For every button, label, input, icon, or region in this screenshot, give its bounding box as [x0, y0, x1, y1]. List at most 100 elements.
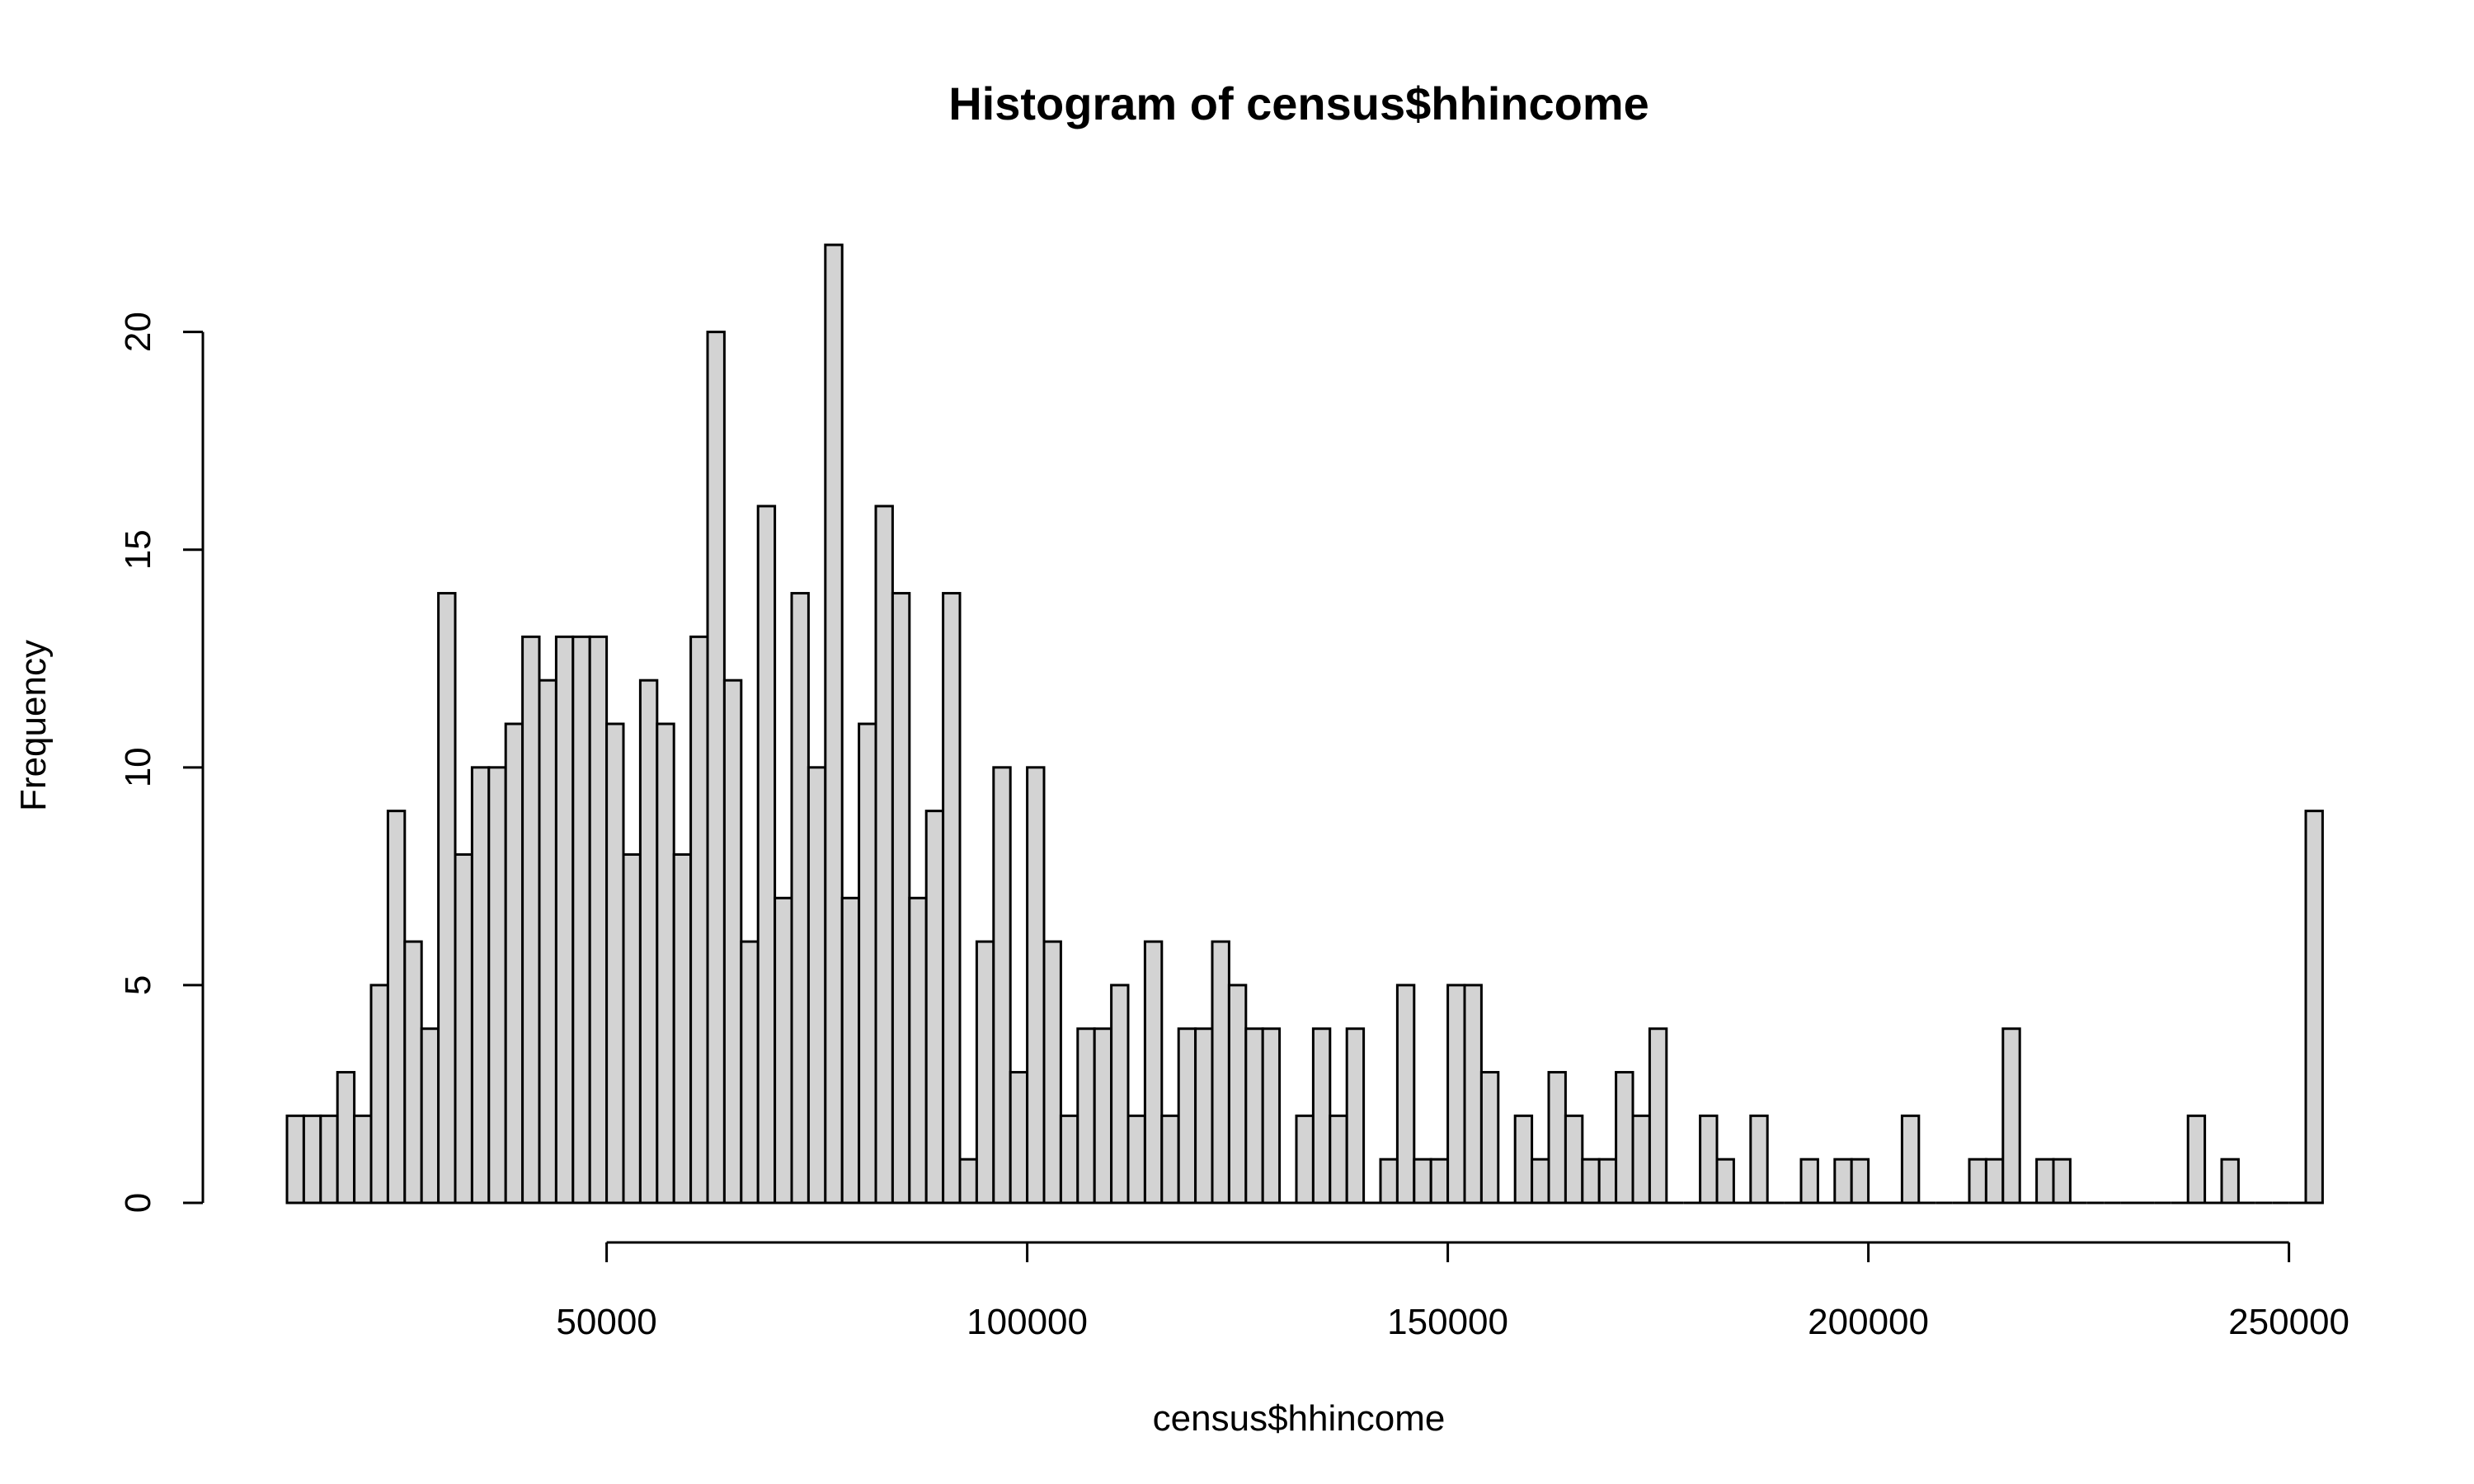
- histogram-bar: [1699, 1114, 1719, 1205]
- histogram-bar: [774, 896, 793, 1205]
- histogram-bar: [1833, 1158, 1853, 1205]
- histogram-bar: [1547, 1071, 1567, 1205]
- histogram-bar: [975, 940, 995, 1205]
- histogram-bar: [1126, 1114, 1146, 1205]
- histogram-bar: [454, 852, 473, 1205]
- histogram-bar: [571, 635, 591, 1205]
- histogram-bar: [470, 766, 491, 1205]
- histogram-bar: [1799, 1158, 1819, 1205]
- histogram-bar: [538, 679, 557, 1205]
- histogram-bar: [1900, 1114, 1921, 1205]
- histogram-bar: [1227, 984, 1248, 1205]
- histogram-bar: [1531, 1158, 1550, 1205]
- histogram-bar: [1850, 1158, 1870, 1205]
- histogram-bar: [2220, 1158, 2240, 1205]
- histogram-bar: [824, 243, 844, 1205]
- histogram-bar: [403, 940, 423, 1205]
- histogram-bar: [689, 635, 709, 1205]
- histogram-bar: [672, 852, 693, 1205]
- histogram-bar: [1715, 1158, 1735, 1205]
- histogram-bar: [1110, 984, 1130, 1205]
- histogram-bar: [942, 592, 962, 1205]
- histogram-bar: [924, 810, 945, 1205]
- x-axis: 50000 100000 150000 200000 250000: [556, 1241, 2349, 1342]
- histogram-bar: [1009, 1071, 1029, 1205]
- histogram-bar: [1968, 1158, 1987, 1205]
- histogram-bar: [1042, 940, 1062, 1205]
- histogram-bar: [1463, 984, 1483, 1205]
- histogram-bar: [722, 679, 743, 1205]
- histogram-bar: [1395, 984, 1416, 1205]
- histogram-bar: [1479, 1071, 1500, 1205]
- histogram-bar: [605, 722, 625, 1205]
- histogram-bar: [1059, 1114, 1079, 1205]
- histogram-bar: [353, 1114, 373, 1205]
- histogram-bar: [285, 1114, 305, 1205]
- histogram-bar: [1295, 1114, 1315, 1205]
- histogram-bar: [1311, 1027, 1332, 1205]
- histogram-bar: [1631, 1114, 1651, 1205]
- histogram-bar: [1984, 1158, 2005, 1205]
- histogram-bar: [1076, 1027, 1096, 1205]
- histogram-bar: [908, 896, 928, 1205]
- histogram-bar: [2186, 1114, 2207, 1205]
- histogram-bar: [386, 810, 407, 1205]
- histogram-bar: [1177, 1027, 1197, 1205]
- x-tick-label: 150000: [1387, 1302, 1508, 1342]
- histogram-bar: [2304, 810, 2324, 1205]
- histogram-bar: [1446, 984, 1466, 1205]
- histogram-bar: [858, 722, 877, 1205]
- x-tick-label: 100000: [967, 1302, 1088, 1342]
- histogram-bar: [891, 592, 911, 1205]
- histogram-bar: [437, 592, 457, 1205]
- histogram-bar: [1244, 1027, 1264, 1205]
- histogram-bar: [807, 766, 827, 1205]
- bars-group: [285, 243, 2324, 1205]
- histogram-bar: [756, 505, 777, 1205]
- histogram-bar: [840, 896, 861, 1205]
- histogram-bar: [638, 679, 659, 1205]
- histogram-bar: [521, 635, 541, 1205]
- histogram-bar: [740, 940, 760, 1205]
- histogram-bar: [992, 766, 1012, 1205]
- y-axis: 0 5 10 15 20: [118, 312, 205, 1213]
- chart-title: Histogram of census$hhincome: [948, 77, 1649, 129]
- histogram-bar: [1211, 940, 1230, 1205]
- histogram-bar: [1513, 1114, 1534, 1205]
- histogram-bar: [1329, 1114, 1348, 1205]
- histogram-bar: [1749, 1114, 1769, 1205]
- histogram-bar: [554, 635, 575, 1205]
- y-tick-label: 10: [118, 747, 158, 787]
- x-tick-label: 250000: [2228, 1302, 2349, 1342]
- histogram-bar: [706, 331, 726, 1205]
- histogram-bar: [622, 852, 642, 1205]
- histogram-bar: [1648, 1027, 1668, 1205]
- histogram-bar: [1413, 1158, 1432, 1205]
- histogram-bar: [1143, 940, 1164, 1205]
- histogram-bar: [1429, 1158, 1450, 1205]
- x-tick-label: 50000: [556, 1302, 656, 1342]
- histogram-bar: [1093, 1027, 1113, 1205]
- histogram-bar: [504, 722, 524, 1205]
- x-tick-label: 200000: [1808, 1302, 1929, 1342]
- histogram-bar: [874, 505, 894, 1205]
- y-axis-label: Frequency: [13, 640, 54, 811]
- histogram-bar: [1379, 1158, 1399, 1205]
- histogram-bar: [656, 722, 675, 1205]
- y-tick-label: 15: [118, 529, 158, 570]
- histogram-bar: [790, 592, 810, 1205]
- histogram-bar: [1026, 766, 1046, 1205]
- histogram-bar: [1581, 1158, 1601, 1205]
- histogram-bar: [369, 984, 389, 1205]
- histogram-bar: [588, 635, 609, 1205]
- histogram-bar: [487, 766, 507, 1205]
- histogram-bar: [2001, 1027, 2021, 1205]
- histogram-bar: [2052, 1158, 2072, 1205]
- histogram-bar: [319, 1114, 339, 1205]
- y-tick-label: 20: [118, 312, 158, 352]
- histogram-bar: [1615, 1071, 1634, 1205]
- histogram-bar: [1345, 1027, 1366, 1205]
- histogram-bar: [1564, 1114, 1584, 1205]
- histogram-bar: [1160, 1114, 1180, 1205]
